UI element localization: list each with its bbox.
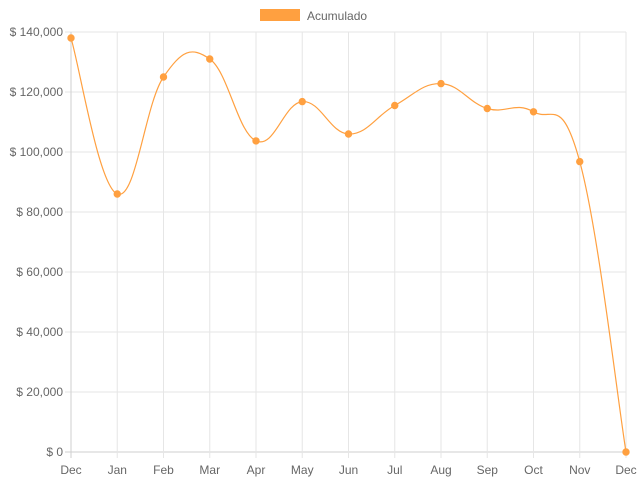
- x-tick-label: Dec: [60, 463, 81, 477]
- x-tick-label: Apr: [247, 463, 266, 477]
- x-tick-label: Oct: [524, 463, 543, 477]
- data-point[interactable]: [576, 157, 584, 166]
- data-point[interactable]: [391, 101, 399, 110]
- series-line-acumulado: [70, 37, 627, 453]
- y-tick-label: $ 80,000: [16, 205, 63, 219]
- data-point[interactable]: [437, 79, 445, 88]
- y-tick-label: $ 0: [46, 445, 63, 459]
- x-tick-label: Dec: [615, 463, 636, 477]
- data-point[interactable]: [622, 448, 630, 456]
- x-tick-label: Jul: [387, 463, 402, 477]
- y-axis: $ 0 $ 20,000 $ 40,000 $ 60,000 $ 80,000 $ 100…: [10, 25, 64, 459]
- y-tick-label: $ 20,000: [16, 385, 63, 399]
- x-tick-label: Jan: [108, 463, 127, 477]
- x-tick-label: Nov: [569, 463, 590, 477]
- legend[interactable]: Acumulado: [260, 9, 367, 23]
- x-tick-label: Jun: [339, 463, 358, 477]
- y-tick-label: $ 60,000: [16, 265, 63, 279]
- x-axis: Dec Jan Feb Mar Apr May Jun Jul Aug Sep Oct Nov Dec: [60, 463, 636, 477]
- legend-label-acumulado: Acumulado: [307, 9, 367, 23]
- x-tick-label: Mar: [199, 463, 220, 477]
- data-point[interactable]: [159, 73, 168, 81]
- data-point[interactable]: [298, 97, 306, 106]
- x-tick-label: Aug: [430, 463, 451, 477]
- data-point[interactable]: [529, 108, 538, 116]
- series-layer: [67, 34, 630, 456]
- grid: [65, 31, 627, 458]
- x-tick-label: May: [291, 463, 314, 477]
- data-point[interactable]: [483, 104, 491, 113]
- y-tick-label: $ 100,000: [10, 145, 64, 159]
- data-point[interactable]: [113, 190, 121, 198]
- x-tick-label: Sep: [477, 463, 499, 477]
- data-point[interactable]: [252, 137, 260, 145]
- y-tick-label: $ 120,000: [10, 85, 64, 99]
- legend-swatch-acumulado: [260, 9, 300, 21]
- y-tick-label: $ 140,000: [10, 25, 64, 39]
- data-point[interactable]: [206, 55, 214, 63]
- x-tick-label: Feb: [153, 463, 174, 477]
- data-point[interactable]: [344, 130, 353, 138]
- y-tick-label: $ 40,000: [16, 325, 63, 339]
- data-point[interactable]: [67, 34, 75, 42]
